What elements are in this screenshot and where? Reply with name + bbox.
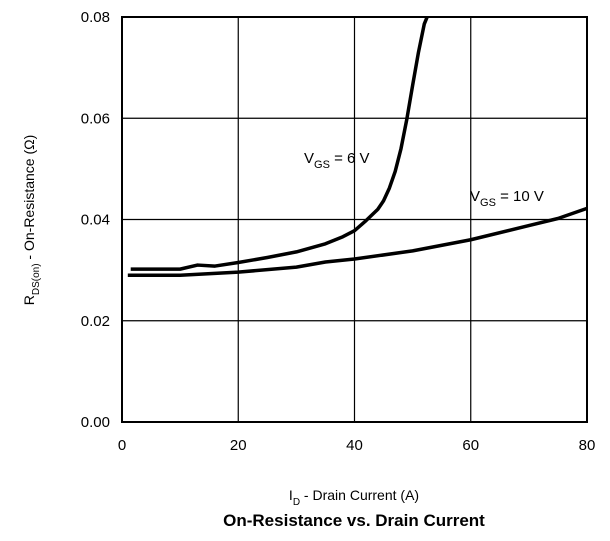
series-label-vgs-10: VGS = 10 V — [470, 188, 544, 209]
y-tick-label: 0.04 — [81, 212, 110, 229]
y-tick-label: 0.06 — [81, 110, 110, 127]
y-tick-label: 0.00 — [81, 414, 110, 431]
y-axis-label-main: R — [21, 295, 37, 305]
x-axis-label-main: I — [289, 487, 293, 503]
x-tick-label: 0 — [118, 437, 126, 454]
x-tick-labels: 0 20 40 60 80 — [118, 437, 596, 454]
series-label-vgs-6-main: V — [304, 150, 314, 167]
y-axis-label: RDS(on) - On-Resistance (Ω) — [21, 135, 42, 306]
x-tick-label: 60 — [462, 437, 479, 454]
y-axis-label-rest: - On-Resistance (Ω) — [21, 135, 37, 264]
y-tick-labels: 0.00 0.02 0.04 0.06 0.08 — [81, 9, 110, 431]
series-line-vgs-6 — [130, 16, 429, 271]
x-tick-label: 20 — [230, 437, 247, 454]
y-tick-label: 0.08 — [81, 9, 110, 26]
series-label-vgs-6-rest: = 6 V — [330, 150, 370, 167]
x-axis-label-sub: D — [293, 497, 300, 508]
series-label-vgs-6: VGS = 6 V — [304, 150, 370, 171]
series-label-vgs-6-sub: GS — [314, 159, 330, 171]
plot-frame — [121, 16, 588, 423]
grid-lines — [122, 17, 587, 422]
x-tick-label: 40 — [346, 437, 363, 454]
series-label-vgs-10-main: V — [470, 188, 480, 205]
x-axis-label: ID - Drain Current (A) — [289, 487, 419, 508]
series-label-vgs-10-sub: GS — [480, 197, 496, 209]
series-line-vgs-10 — [127, 206, 588, 277]
y-axis-label-sub: DS(on) — [31, 263, 42, 295]
x-axis-label-rest: - Drain Current (A) — [300, 487, 419, 503]
x-tick-label: 80 — [579, 437, 596, 454]
series-group — [127, 16, 588, 277]
chart-title: On-Resistance vs. Drain Current — [223, 511, 485, 530]
series-label-vgs-10-rest: = 10 V — [496, 188, 544, 205]
y-tick-label: 0.02 — [81, 313, 110, 330]
